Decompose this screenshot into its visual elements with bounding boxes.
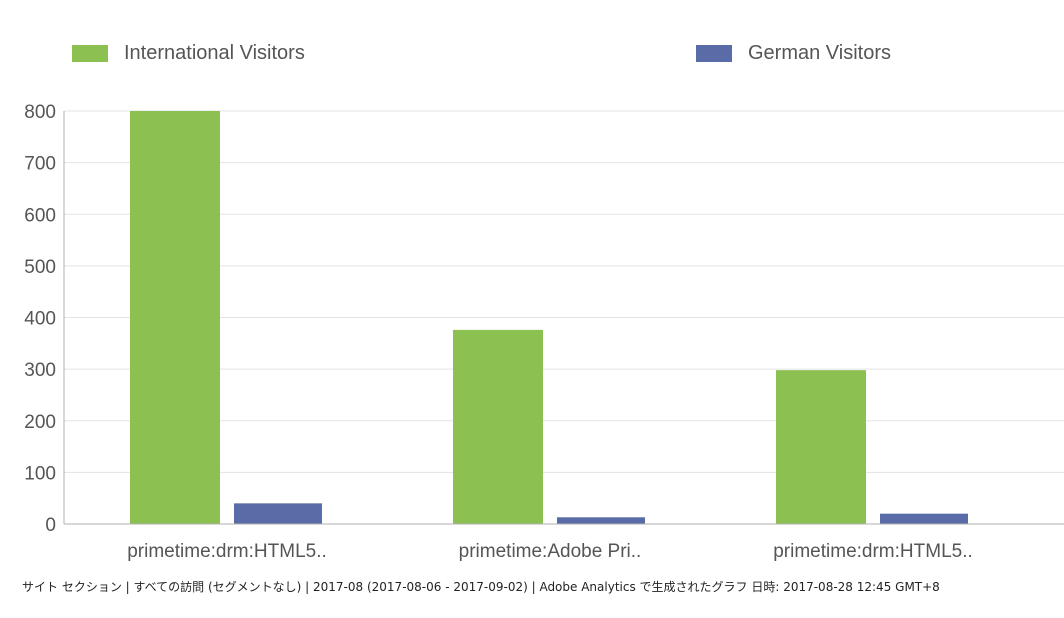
x-category-label-0: primetime:drm:HTML5..: [127, 541, 327, 562]
bar-german-0: [234, 503, 322, 524]
bar-chart: 0 100 200 300 400 500 600 700 800 primetime:drm:…: [24, 102, 1064, 562]
bar-german-2: [880, 513, 968, 524]
bar-international-0: [130, 111, 220, 524]
legend-swatch-international: [72, 45, 108, 62]
x-category-label-2: primetime:drm:HTML5..: [773, 541, 973, 562]
y-tick-label-200: 200: [24, 412, 56, 433]
legend-label-international: International Visitors: [124, 42, 305, 64]
y-tick-label-600: 600: [24, 205, 56, 226]
legend-item-international-visitors: International Visitors: [72, 42, 305, 65]
x-category-label-1: primetime:Adobe Pri..: [459, 541, 642, 562]
y-axis-ticks: 0 100 200 300 400 500 600 700 800: [24, 102, 56, 536]
x-axis-categories: primetime:drm:HTML5.. primetime:Adobe Pri…: [127, 541, 973, 562]
y-tick-label-500: 500: [24, 257, 56, 278]
y-tick-label-0: 0: [45, 515, 56, 536]
legend-swatch-german: [696, 45, 732, 62]
y-tick-label-400: 400: [24, 309, 56, 330]
y-tick-label-100: 100: [24, 463, 56, 484]
legend-label-german: German Visitors: [748, 42, 892, 64]
legend-item-german-visitors: German Visitors: [696, 42, 891, 65]
bars: [130, 111, 968, 524]
bar-international-2: [776, 370, 866, 524]
y-tick-label-300: 300: [24, 360, 56, 381]
y-tick-label-800: 800: [24, 102, 56, 123]
y-tick-label-700: 700: [24, 154, 56, 175]
chart-footer: サイト セクション | すべての訪問 (セグメントなし) | 2017-08 (…: [22, 580, 940, 594]
bar-international-1: [453, 329, 543, 524]
gridlines: [64, 110, 1064, 473]
bar-german-1: [557, 517, 645, 524]
